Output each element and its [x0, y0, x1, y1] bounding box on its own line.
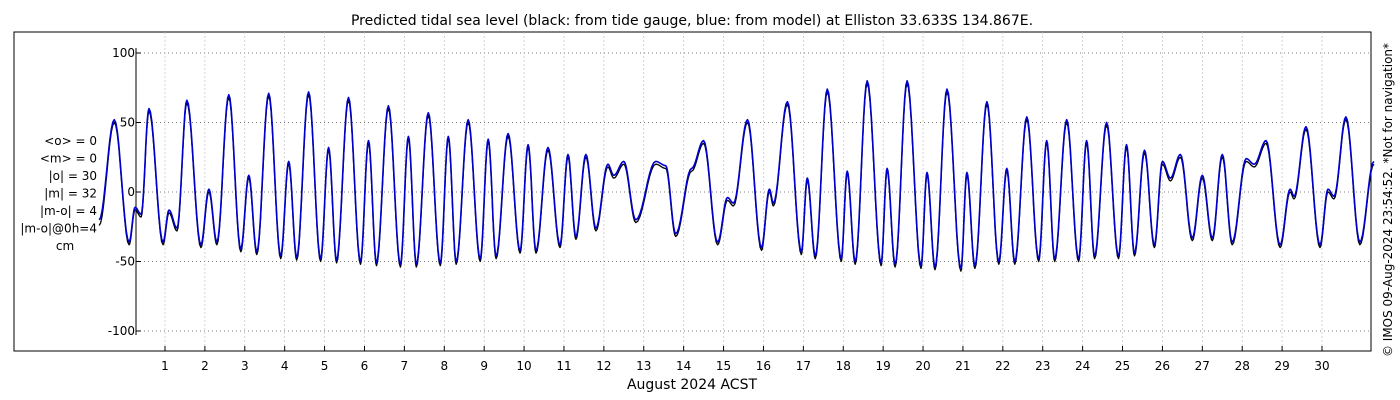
x-tick-label: 20 [915, 359, 930, 373]
x-tick-label: 28 [1235, 359, 1250, 373]
y-tick-label: -50 [115, 255, 135, 269]
x-tick-label: 13 [636, 359, 651, 373]
chart-title: Predicted tidal sea level (black: from t… [351, 13, 1033, 29]
stats-line: |o| = 30 [49, 169, 97, 183]
x-axis: 1 2 3 4 5 6 7 8 9 10 11 12 13 14 15 16 17 18 19 20 21 22 23 24 2… [161, 346, 1330, 373]
plot-frame [13, 31, 1372, 352]
credit-text: © IMOS 09-Aug-2024 23:54:52. *Not for na… [1381, 43, 1395, 357]
x-tick-label: 18 [836, 359, 851, 373]
x-tick-label: 12 [596, 359, 611, 373]
x-tick-label: 6 [361, 359, 369, 373]
x-tick-label: 16 [756, 359, 771, 373]
x-tick-label: 25 [1115, 359, 1130, 373]
x-tick-label: 2 [201, 359, 209, 373]
x-tick-label: 8 [440, 359, 448, 373]
x-tick-label: 26 [1155, 359, 1170, 373]
x-axis-label: August 2024 ACST [627, 377, 758, 393]
x-tick-label: 1 [161, 359, 169, 373]
y-axis: -100 -50 0 50 100 [108, 46, 141, 338]
x-tick-label: 21 [955, 359, 970, 373]
x-tick-label: 17 [796, 359, 811, 373]
x-tick-label: 30 [1314, 359, 1329, 373]
x-tick-label: 29 [1274, 359, 1289, 373]
x-tick-label: 7 [401, 359, 409, 373]
stats-line: |m-o|@0h=4 [20, 222, 97, 236]
y-tick-label: -100 [108, 324, 135, 338]
x-tick-label: 14 [676, 359, 691, 373]
x-tick-label: 27 [1195, 359, 1210, 373]
x-tick-label: 3 [241, 359, 249, 373]
stats-line: <m> = 0 [40, 152, 97, 166]
y-tick-label: 50 [120, 116, 135, 130]
x-tick-label: 15 [716, 359, 731, 373]
x-tick-label: 19 [875, 359, 890, 373]
x-tick-label: 4 [281, 359, 289, 373]
series-line-model [98, 80, 1375, 270]
stats-line: <o> = 0 [44, 134, 97, 148]
stats-line: |m-o| = 4 [40, 204, 97, 218]
x-tick-label: 11 [556, 359, 571, 373]
x-tick-label: 5 [321, 359, 329, 373]
series-group [98, 80, 1375, 272]
x-tick-label: 22 [995, 359, 1010, 373]
x-tick-label: 10 [516, 359, 531, 373]
x-tick-label: 23 [1035, 359, 1050, 373]
y-tick-label: 100 [112, 46, 135, 60]
stats-line: |m| = 32 [44, 187, 97, 201]
x-tick-label: 24 [1075, 359, 1090, 373]
stats-box: <o> = 0 <m> = 0 |o| = 30 |m| = 32 |m-o| = 4 |… [20, 134, 97, 253]
x-tick-label: 9 [480, 359, 488, 373]
y-tick-label: 0 [127, 185, 135, 199]
stats-line: cm [56, 239, 74, 253]
grid [136, 32, 1371, 351]
